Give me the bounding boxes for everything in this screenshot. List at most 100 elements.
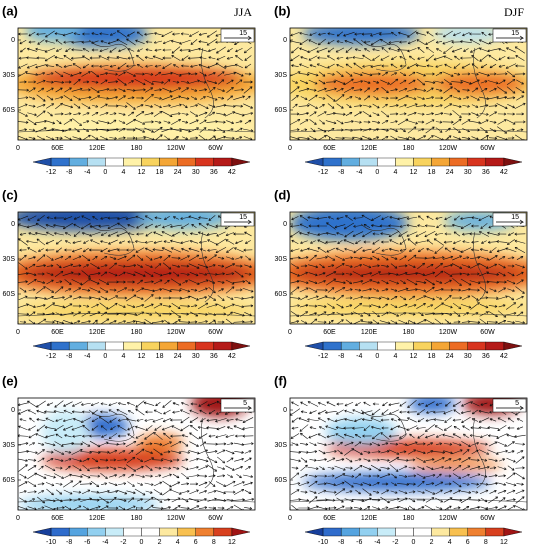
wind-vector (63, 263, 74, 269)
wind-vector (462, 32, 470, 37)
wind-vector (506, 47, 516, 53)
lon-label: 60W (480, 145, 495, 152)
wind-vector (18, 111, 28, 117)
colorbar-box (195, 341, 215, 351)
wind-vector (181, 55, 189, 61)
wind-vector (507, 288, 515, 292)
wind-vector (19, 80, 27, 84)
wind-vector (80, 222, 91, 230)
wind-vector (82, 112, 90, 116)
colorbar-label: -10 (46, 539, 56, 545)
wind-vector (397, 418, 409, 422)
wind-vector (242, 304, 254, 308)
wind-vector (354, 32, 362, 36)
wind-vector (443, 450, 453, 455)
wind-vector (496, 126, 508, 134)
lat-label: 30S (3, 442, 16, 449)
wind-vector (362, 482, 372, 487)
wind-vector (397, 118, 409, 126)
wind-vector (18, 280, 28, 284)
wind-vector (469, 232, 481, 236)
wind-vector (63, 303, 73, 309)
wind-vector (233, 425, 245, 431)
wind-vector (55, 48, 62, 52)
wind-vector (172, 402, 180, 406)
wind-vector (182, 103, 188, 109)
wind-vector (89, 311, 101, 317)
wind-vector (190, 232, 198, 236)
wind-vector (516, 95, 524, 101)
wind-vector (436, 473, 442, 479)
wind-vector (153, 271, 163, 277)
wind-vector (335, 426, 345, 430)
lon-label: 0 (16, 145, 20, 152)
wind-vector (516, 128, 524, 132)
wind-vector (72, 63, 82, 69)
wind-vector (63, 489, 73, 495)
wind-vector (45, 434, 55, 439)
wind-vector (81, 232, 91, 236)
wind-vector (452, 442, 462, 447)
wind-vector (179, 320, 191, 324)
wind-vector (335, 272, 345, 276)
wind-vector (343, 87, 355, 93)
wind-vector (408, 79, 416, 85)
wind-vector (382, 401, 388, 407)
wind-vector (71, 40, 83, 44)
wind-vector (55, 64, 63, 68)
wind-vector (470, 288, 480, 292)
wind-vector (108, 482, 118, 487)
wind-vector (417, 56, 425, 60)
wind-vector (442, 288, 454, 292)
wind-vector (461, 119, 471, 125)
wind-vector (516, 279, 524, 285)
wind-vector (461, 457, 471, 463)
wind-vector (425, 286, 435, 294)
wind-vector (309, 88, 317, 92)
wind-vector (118, 112, 126, 116)
wind-vector (344, 39, 354, 44)
ref-label: 15 (239, 214, 247, 221)
lon-label: 120W (439, 329, 458, 336)
wind-vector (163, 409, 171, 415)
wind-vector (91, 40, 99, 44)
lat-label: 60S (3, 107, 16, 114)
wind-vector (180, 223, 190, 229)
wind-vector (225, 272, 235, 276)
wind-vector (515, 456, 525, 464)
wind-vector (98, 450, 110, 454)
wind-vector (327, 39, 335, 45)
wind-vector (73, 272, 81, 276)
wind-vector (172, 458, 180, 462)
wind-vector (380, 432, 390, 440)
colorbar-box (123, 341, 142, 351)
lon-label: 120E (89, 145, 106, 152)
wind-vector (45, 248, 55, 252)
wind-vector (99, 64, 109, 68)
wind-vector (461, 136, 471, 140)
wind-vector (462, 433, 469, 439)
wind-vector (36, 286, 46, 294)
wind-vector (469, 498, 481, 502)
wind-vector (190, 39, 198, 45)
wind-vector (381, 128, 389, 132)
wind-vector (327, 474, 335, 478)
wind-vector (134, 136, 146, 140)
ref-label: 5 (515, 400, 519, 407)
colorbar-end (231, 527, 251, 537)
wind-vector (126, 102, 136, 110)
wind-vector (479, 434, 488, 439)
panel-label: (c) (2, 187, 18, 202)
panel-label: (a) (2, 3, 18, 18)
wind-vector (171, 256, 181, 260)
wind-vector (488, 458, 498, 462)
wind-vector (343, 433, 355, 438)
wind-vector (224, 480, 236, 488)
wind-vector (145, 264, 153, 269)
wind-vector (506, 498, 516, 502)
wind-vector (36, 32, 46, 36)
wind-vector (154, 466, 162, 470)
wind-vector (18, 272, 29, 276)
wind-vector (71, 279, 83, 286)
wind-vector (99, 48, 109, 53)
